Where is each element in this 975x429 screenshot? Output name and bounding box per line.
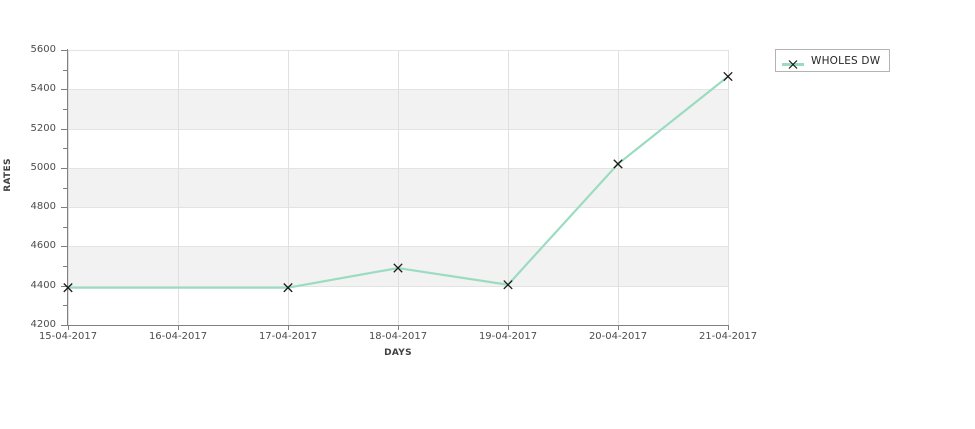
x-tick [178, 326, 179, 330]
x-axis-line [67, 325, 729, 326]
y-tick-major [61, 285, 68, 287]
series-line-0 [66, 75, 730, 289]
y-axis-title: RATES [3, 158, 13, 192]
y-tick-minor [63, 305, 68, 307]
x-tick [288, 326, 289, 330]
data-point-marker [723, 71, 733, 82]
y-tick-minor [63, 266, 68, 268]
y-tick-major [61, 128, 68, 130]
legend-label-wholes-dw: WHOLES DW [811, 54, 881, 67]
x-tick [68, 326, 69, 330]
y-tick-label: 4400 [30, 279, 56, 291]
plot-area [68, 50, 729, 326]
y-tick-major [61, 50, 68, 51]
y-tick-minor [63, 226, 68, 228]
gridline-vertical [618, 50, 619, 325]
x-tick-label: 18-04-2017 [368, 331, 428, 342]
y-tick-label: 4800 [30, 201, 56, 213]
x-tick-label: 17-04-2017 [258, 331, 318, 342]
x-tick [728, 326, 729, 330]
gridline-vertical [178, 50, 179, 325]
series-layer [63, 71, 733, 293]
gridline-vertical [728, 50, 729, 325]
x-tick-label: 20-04-2017 [588, 331, 648, 342]
y-tick-label: 5600 [30, 44, 56, 55]
gridline-vertical [398, 50, 399, 325]
data-point-marker [613, 159, 623, 169]
x-tick [618, 326, 619, 330]
y-tick-major [61, 246, 68, 248]
x-tick-label: 19-04-2017 [478, 331, 538, 342]
y-tick-minor [63, 108, 68, 110]
y-tick-label: 5400 [30, 83, 56, 95]
x-axis-title: DAYS [384, 348, 412, 358]
x-tick-label: 21-04-2017 [698, 331, 758, 342]
y-tick-major [61, 325, 68, 326]
data-point-marker [63, 283, 73, 293]
legend-marker-wholes-dw [782, 55, 804, 69]
gridline-vertical [288, 50, 289, 325]
y-tick-major [61, 89, 68, 91]
data-point-marker [393, 263, 403, 273]
y-tick-label: 5200 [30, 122, 56, 134]
y-tick-minor [63, 187, 68, 189]
x-tick-label: 15-04-2017 [38, 331, 98, 342]
y-tick-label: 4600 [30, 240, 56, 252]
gridline-vertical [508, 50, 509, 325]
x-tick [508, 326, 509, 330]
y-tick-minor [63, 148, 68, 150]
y-tick-major [61, 207, 68, 209]
data-point-marker [283, 283, 293, 293]
y-tick-minor [63, 69, 68, 71]
y-tick-label: 4200 [30, 319, 56, 330]
y-tick-major [61, 167, 68, 169]
x-tick [398, 326, 399, 330]
data-point-marker [503, 280, 513, 290]
gridline-vertical [68, 50, 69, 325]
chart-legend[interactable]: WHOLES DW [775, 49, 891, 72]
y-tick-label: 5000 [30, 161, 56, 173]
x-tick-label: 16-04-2017 [148, 331, 208, 342]
